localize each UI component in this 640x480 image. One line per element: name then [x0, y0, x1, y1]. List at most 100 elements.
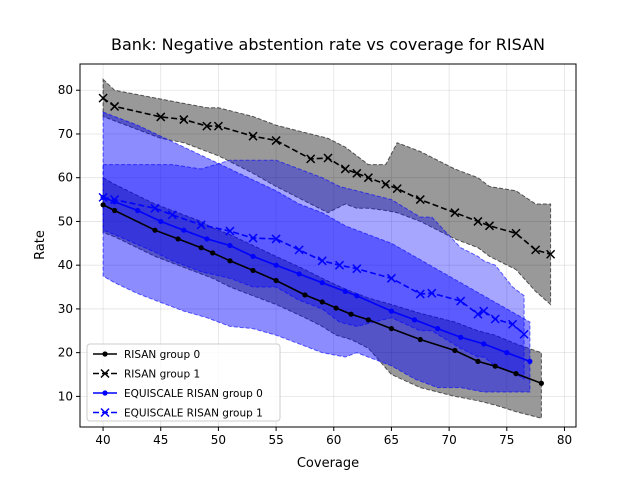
series-point-2 — [527, 358, 533, 364]
series-point-stroke — [490, 314, 500, 324]
series-point-stroke — [456, 296, 466, 306]
series-point-1 — [110, 101, 120, 111]
x-tick-label: 60 — [326, 433, 341, 447]
series-point-3 — [456, 296, 466, 306]
series-point-0 — [348, 311, 354, 317]
series-point-3 — [386, 273, 396, 283]
series-point-stroke — [110, 195, 120, 205]
series-point-stroke — [179, 115, 189, 125]
x-tick-label: 55 — [268, 433, 283, 447]
series-point-0 — [302, 292, 308, 298]
y-tick-label: 50 — [58, 214, 73, 228]
confidence-band-series-0 — [102, 176, 542, 419]
legend-marker-0 — [102, 351, 108, 357]
x-tick-label: 65 — [384, 433, 399, 447]
x-tick-label: 70 — [441, 433, 456, 447]
legend-label-0: RISAN group 0 — [124, 349, 200, 361]
series-point-stroke — [473, 309, 483, 319]
series-point-2 — [481, 341, 487, 347]
y-tick-label: 10 — [58, 389, 73, 403]
series-point-3 — [248, 233, 258, 243]
series-point-1 — [352, 168, 362, 178]
series-point-1 — [179, 115, 189, 125]
series-point-stroke — [156, 112, 166, 122]
legend-label-3: EQUISCALE RISAN group 1 — [124, 408, 263, 420]
series-point-1 — [213, 121, 223, 131]
series-point-2 — [250, 253, 256, 260]
series-point-stroke — [110, 101, 120, 111]
series-point-stroke — [294, 245, 304, 255]
series-point-3 — [110, 195, 120, 205]
series-point-stroke — [531, 245, 541, 255]
legend-marker-2 — [102, 390, 108, 396]
series-point-1 — [271, 136, 281, 146]
series-point-2 — [319, 280, 325, 286]
y-tick-label: 60 — [58, 171, 73, 185]
series-point-3 — [352, 264, 362, 274]
chart-title: Bank: Negative abstention rate vs covera… — [111, 35, 545, 54]
series-point-2 — [342, 288, 348, 295]
series-point-2 — [227, 242, 233, 249]
series-point-0 — [273, 277, 279, 284]
series-point-stroke — [248, 131, 258, 141]
x-tick-label: 75 — [499, 433, 514, 447]
series-point-stroke — [98, 192, 108, 202]
series-point-stroke — [511, 228, 521, 238]
series-point-stroke — [202, 121, 212, 131]
series-point-1 — [202, 121, 212, 131]
series-point-stroke — [473, 216, 483, 226]
series-point-1 — [473, 216, 483, 226]
series-point-stroke — [150, 203, 160, 213]
x-tick-label: 50 — [211, 433, 226, 447]
series-point-1 — [531, 245, 541, 255]
series-point-stroke — [306, 154, 316, 164]
series-point-0 — [319, 299, 325, 305]
series-point-2 — [434, 325, 441, 332]
series-point-stroke — [196, 220, 206, 230]
series-point-3 — [490, 314, 500, 324]
series-point-stroke — [271, 234, 281, 244]
series-point-0 — [417, 336, 423, 343]
series-point-0 — [475, 358, 481, 364]
series-point-2 — [354, 293, 360, 299]
series-point-stroke — [317, 256, 327, 266]
series-point-1 — [546, 249, 556, 259]
series-point-1 — [381, 179, 391, 189]
series-point-3 — [508, 319, 518, 329]
x-tick-label: 80 — [557, 433, 572, 447]
series-point-3 — [317, 256, 327, 266]
series-point-0 — [210, 250, 216, 256]
series-point-stroke — [352, 264, 362, 274]
legend-label-2: EQUISCALE RISAN group 0 — [124, 388, 263, 400]
series-point-2 — [296, 271, 302, 277]
series-point-0 — [227, 258, 233, 264]
series-point-3 — [427, 288, 437, 298]
series-point-0 — [452, 347, 458, 354]
series-point-stroke — [392, 184, 402, 194]
series-point-stroke — [213, 121, 223, 131]
series-point-2 — [181, 227, 187, 233]
y-axis-label: Rate — [33, 230, 48, 260]
series-point-2 — [458, 334, 464, 340]
series-point-stroke — [98, 93, 108, 103]
series-point-3 — [479, 306, 489, 316]
legend-box — [86, 343, 281, 422]
series-point-stroke — [248, 233, 258, 243]
series-point-stroke — [340, 164, 350, 174]
series-point-3 — [196, 220, 206, 230]
series-point-0 — [175, 236, 181, 242]
series-point-stroke — [167, 210, 177, 220]
series-point-3 — [294, 245, 304, 255]
series-point-1 — [306, 154, 316, 164]
series-point-0 — [250, 267, 256, 274]
series-point-3 — [415, 289, 425, 299]
confidence-band-series-1 — [102, 78, 552, 306]
series-point-0 — [538, 380, 544, 386]
legend-label-1: RISAN group 1 — [124, 369, 200, 381]
series-point-3 — [335, 260, 345, 270]
series-point-1 — [415, 195, 425, 205]
series-point-stroke — [386, 273, 396, 283]
series-point-0 — [112, 207, 118, 214]
legend-marker-1 — [100, 368, 110, 379]
series-point-3 — [150, 203, 160, 213]
